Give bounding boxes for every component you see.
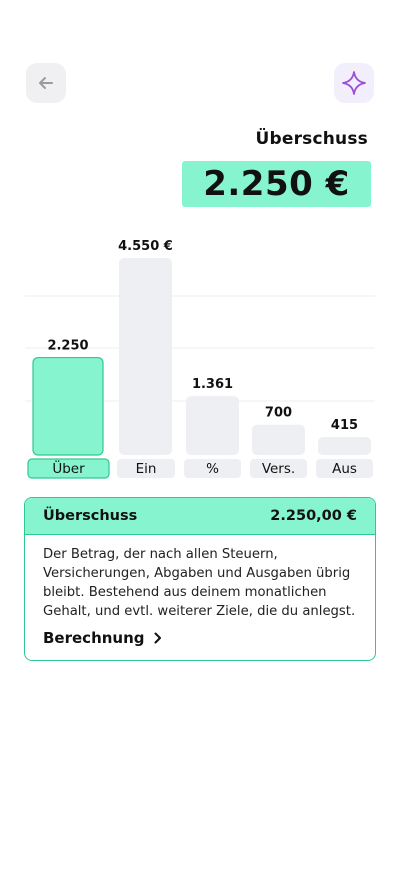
arrow-left-icon	[39, 77, 53, 89]
chart-bar-2[interactable]	[186, 396, 239, 455]
sparkle-icon	[342, 71, 366, 95]
category-tab-2[interactable]	[184, 459, 241, 478]
calculation-link-label: Berechnung	[43, 629, 145, 647]
summary-value: 2.250 €	[182, 161, 371, 207]
chart-bar-0[interactable]	[32, 356, 104, 456]
category-label: Vers.	[262, 461, 295, 477]
category-tab-0[interactable]	[27, 458, 110, 479]
info-text-line: Der Betrag, der nach allen Steuern,	[43, 547, 278, 562]
chart-data-label: 2.250	[47, 339, 88, 354]
info-description: Der Betrag, der nach allen Steuern, Vers…	[25, 535, 375, 621]
ai-sparkle-button[interactable]	[334, 63, 374, 103]
category-label: Über	[52, 459, 85, 477]
chart-data-label: 700	[265, 406, 292, 421]
category-tab-4[interactable]	[316, 459, 373, 478]
chart-data-label: 4.550 €	[118, 239, 173, 254]
surplus-bar-chart: 2.250 Über 4.550 € Ein 1.361% 700 Vers. 415 Aus	[25, 239, 375, 479]
chevron-right-icon	[154, 632, 161, 644]
info-title: Überschuss	[43, 508, 138, 524]
summary-label: Überschuss	[255, 129, 368, 149]
chart-bar-3[interactable]	[252, 424, 305, 455]
chart-data-label: 1.361	[192, 377, 233, 392]
category-tab-3[interactable]	[250, 459, 307, 478]
category-tab-1[interactable]	[117, 459, 175, 478]
chart-bar-4[interactable]	[318, 437, 371, 455]
category-label: %	[206, 461, 219, 477]
info-text-line: Gehalt, und evtl. weiterer Ziele, die du…	[43, 604, 356, 619]
info-text-line: Versicherungen, Abgaben und Ausgaben übr…	[43, 566, 351, 581]
category-label: Ein	[136, 461, 157, 477]
calculation-link[interactable]: Berechnung	[43, 629, 163, 647]
info-card-header: Überschuss 2.250,00 €	[25, 498, 375, 535]
category-label: Aus	[332, 461, 357, 477]
info-amount: 2.250,00 €	[270, 508, 357, 524]
chart-bar-1[interactable]	[119, 258, 172, 455]
chart-data-label: 415	[331, 418, 358, 433]
info-card: Überschuss 2.250,00 € Der Betrag, der na…	[24, 497, 376, 661]
info-text-line: bleibt. Bestehend aus deinem monatlichen	[43, 585, 327, 600]
back-button[interactable]	[26, 63, 66, 103]
